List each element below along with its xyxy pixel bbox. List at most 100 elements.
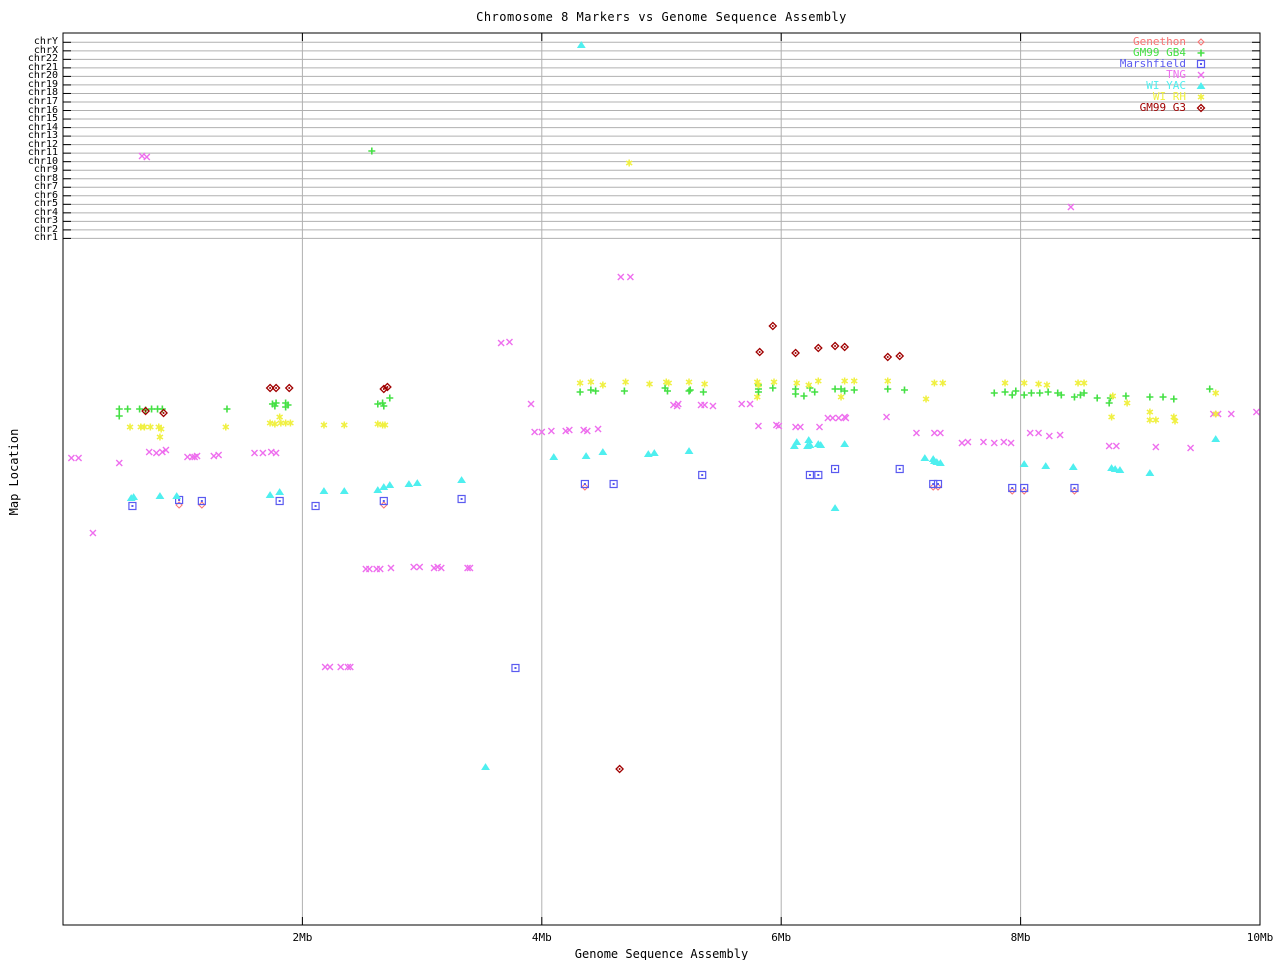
data-point	[379, 496, 388, 506]
data-point	[1122, 392, 1130, 400]
data-point	[617, 273, 625, 281]
data-point	[674, 400, 682, 408]
data-point	[934, 483, 942, 491]
y-tick-label-chr18: chr18	[27, 87, 58, 99]
data-point	[929, 483, 937, 491]
data-point	[374, 400, 382, 408]
data-point	[156, 433, 164, 441]
data-point	[1187, 444, 1195, 452]
data-point	[505, 338, 513, 346]
data-point	[792, 390, 800, 398]
data-point	[124, 405, 132, 413]
series-wi-rh	[126, 159, 1220, 441]
data-point	[686, 386, 694, 394]
open-diamond-icon	[1197, 37, 1205, 46]
data-point	[1020, 379, 1028, 387]
data-point	[1001, 388, 1009, 396]
series-wi-yac	[126, 41, 1221, 770]
data-point	[385, 481, 395, 488]
data-point	[466, 564, 474, 572]
data-point	[746, 400, 754, 408]
data-point	[883, 352, 893, 362]
data-point	[531, 428, 539, 436]
data-point	[850, 377, 858, 385]
data-point	[1020, 391, 1028, 399]
data-point	[791, 348, 800, 358]
data-point	[1007, 439, 1015, 447]
data-point	[646, 380, 653, 388]
data-point	[643, 450, 653, 457]
data-point	[346, 663, 354, 671]
data-point	[146, 423, 154, 431]
data-point	[775, 422, 783, 430]
data-point	[1152, 416, 1160, 424]
data-point	[145, 448, 153, 456]
data-point	[1212, 389, 1220, 397]
data-point	[837, 393, 845, 401]
data-point	[387, 564, 395, 572]
data-point	[933, 479, 943, 489]
y-tick-label-chr8: chr8	[33, 172, 58, 184]
data-point	[271, 420, 279, 428]
data-point	[813, 343, 823, 353]
y-tick-label-chr15: chr15	[27, 113, 58, 125]
data-point	[382, 382, 392, 392]
data-point	[922, 395, 930, 403]
data-point	[842, 414, 850, 422]
data-point	[1044, 388, 1052, 396]
data-point	[649, 449, 659, 456]
data-point	[271, 383, 281, 393]
data-point	[840, 440, 850, 447]
data-point	[1070, 483, 1079, 493]
data-point	[129, 493, 139, 500]
data-point	[128, 501, 137, 511]
legend-label: WI YAC	[1146, 79, 1186, 92]
x-tick-label-6Mb: 6Mb	[771, 931, 792, 944]
data-point	[576, 41, 586, 48]
data-point	[416, 563, 424, 571]
legend-item-marshfield: Marshfield	[1000, 57, 1240, 70]
data-point	[1068, 463, 1078, 470]
data-point	[685, 378, 693, 386]
data-point	[1105, 399, 1113, 407]
data-point	[958, 439, 966, 447]
data-point	[1105, 442, 1113, 450]
y-tick-label-chr10: chr10	[27, 155, 58, 167]
data-point	[320, 421, 328, 429]
data-point	[141, 406, 151, 416]
data-point	[622, 378, 630, 386]
data-point	[222, 423, 230, 431]
data-point	[75, 454, 83, 462]
data-point	[140, 423, 148, 431]
y-tick-label-chr4: chr4	[33, 206, 58, 218]
y-tick-label-chr11: chr11	[27, 147, 58, 159]
data-point	[1227, 410, 1235, 418]
y-tick-label-chr6: chr6	[33, 189, 58, 201]
legend-label: TNG	[1166, 68, 1186, 81]
data-point	[115, 405, 123, 413]
data-point	[215, 451, 223, 459]
data-point	[805, 441, 815, 448]
data-point	[374, 420, 382, 428]
data-point	[404, 480, 414, 487]
data-point	[412, 479, 422, 486]
data-point	[565, 426, 573, 434]
legend-label: GM99 G3	[1139, 101, 1186, 114]
data-point	[159, 408, 168, 418]
y-tick-label-chr2: chr2	[33, 223, 58, 235]
data-point	[197, 496, 206, 506]
data-point	[527, 400, 535, 408]
data-point	[1054, 389, 1062, 397]
data-point	[701, 380, 709, 388]
data-point	[663, 387, 671, 395]
data-point	[339, 487, 349, 494]
data-point	[368, 147, 376, 155]
data-point	[1012, 387, 1020, 395]
data-point	[311, 501, 320, 511]
data-point	[615, 764, 625, 774]
data-point	[884, 385, 892, 393]
y-tick-label-chr21: chr21	[27, 61, 58, 73]
data-point	[684, 447, 694, 454]
data-point	[804, 436, 814, 443]
